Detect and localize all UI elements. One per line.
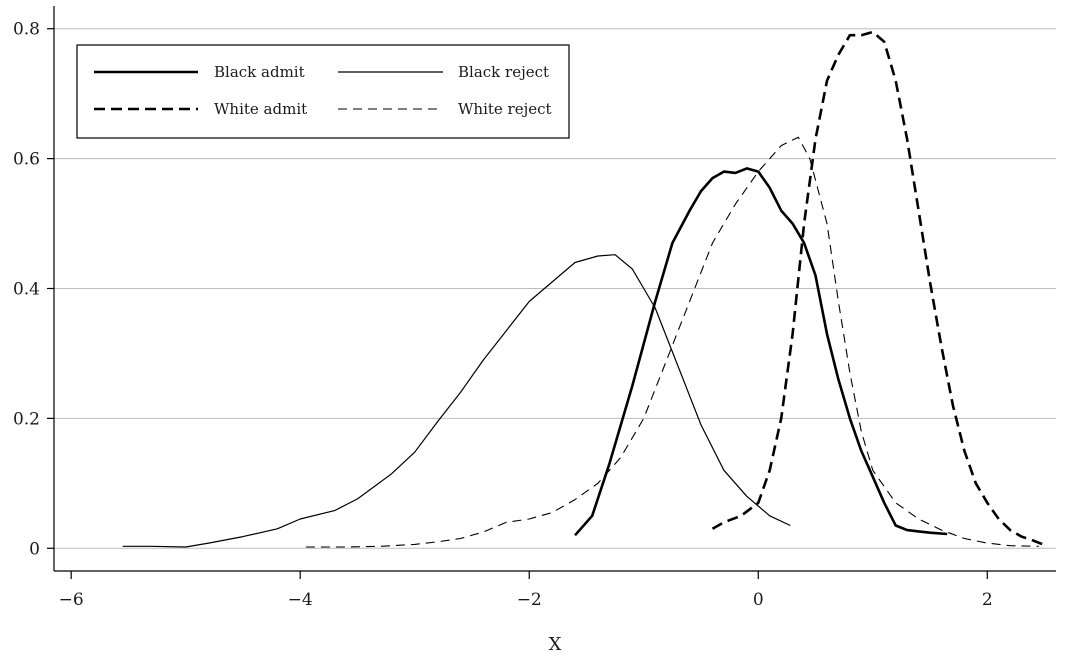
x-tick-label-3: 0 xyxy=(753,590,764,610)
y-tick-label-1: 0.2 xyxy=(13,409,40,429)
y-tick-label-3: 0.6 xyxy=(13,150,40,170)
series-line-white-admit xyxy=(711,30,1045,547)
legend-label-black-reject: Black reject xyxy=(458,63,549,81)
legend-box xyxy=(76,44,570,139)
series-line-black-reject xyxy=(122,254,791,548)
y-tick-label-0: 0 xyxy=(29,539,40,559)
grid-lines xyxy=(54,28,1056,549)
legend-label-white-admit: White admit xyxy=(214,100,307,118)
x-tick-label-1: −4 xyxy=(288,590,313,610)
x-tick-label-4: 2 xyxy=(982,590,993,610)
legend-label-white-reject: White reject xyxy=(458,100,552,118)
series-line-white-reject xyxy=(305,136,1039,548)
x-tick-label-0: −6 xyxy=(59,590,84,610)
y-tick-label-4: 0.8 xyxy=(13,20,40,40)
legend-label-black-admit: Black admit xyxy=(214,63,305,81)
series-line-black-admit xyxy=(574,167,948,537)
series-lines xyxy=(122,30,1045,548)
y-tick-label-2: 0.4 xyxy=(13,280,40,300)
x-tick-label-2: −2 xyxy=(517,590,542,610)
y-ticks: 0 0.2 0.4 0.6 0.8 xyxy=(13,20,54,559)
legend: Black admit Black reject White admit White … xyxy=(76,44,570,139)
x-ticks: −6 −4 −2 0 2 xyxy=(59,571,993,610)
x-axis-title: X xyxy=(549,634,562,655)
